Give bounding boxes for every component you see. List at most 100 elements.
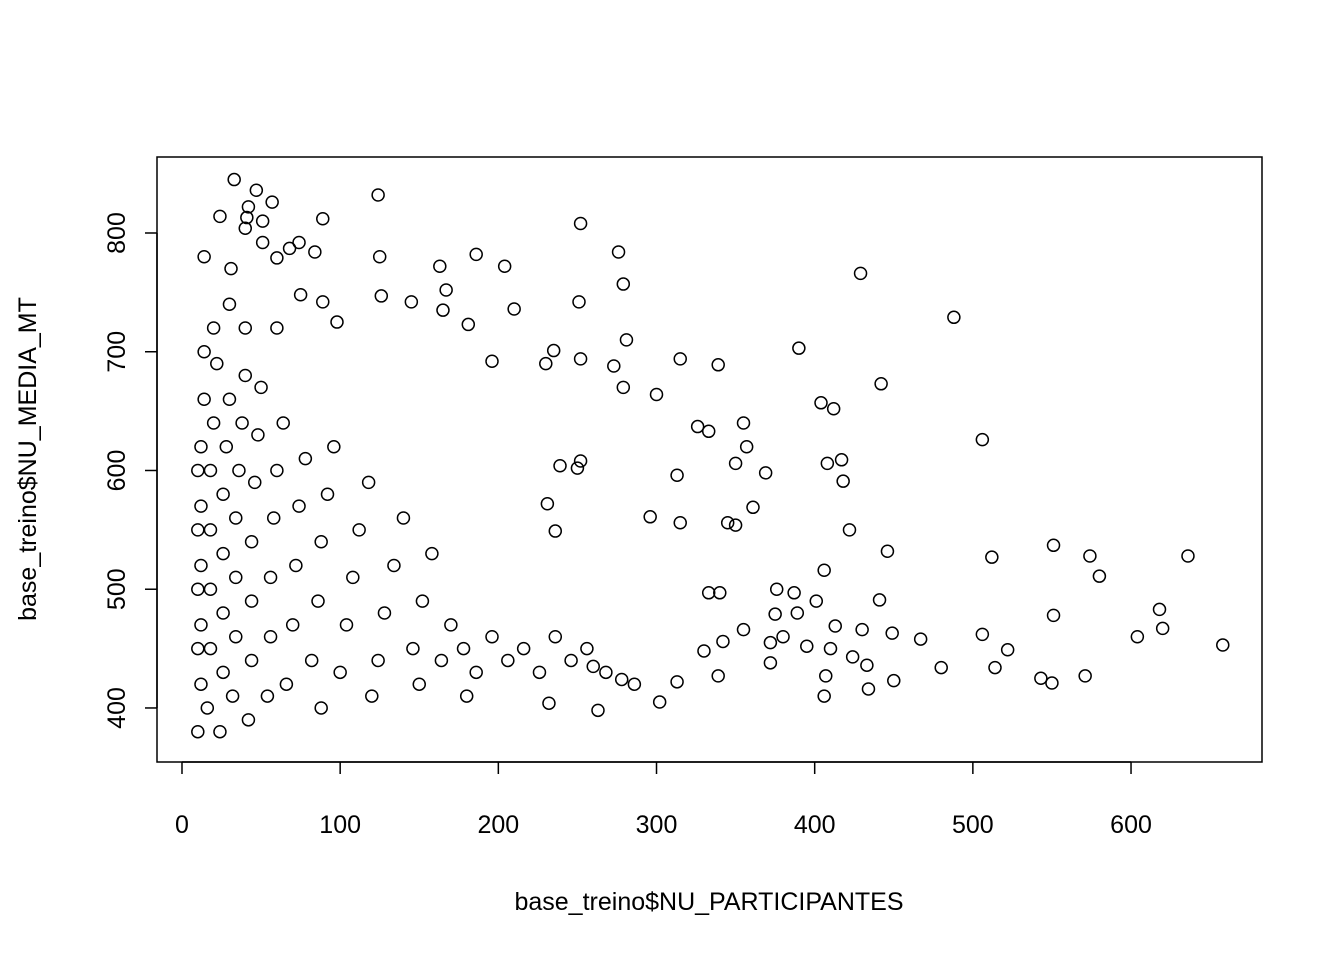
point bbox=[232, 463, 246, 478]
point bbox=[1046, 538, 1061, 553]
point bbox=[564, 653, 578, 668]
point bbox=[222, 297, 237, 311]
point bbox=[701, 424, 716, 439]
point bbox=[1216, 638, 1230, 652]
point bbox=[241, 713, 256, 727]
point bbox=[298, 451, 313, 466]
y-tick-label: 800 bbox=[103, 212, 131, 254]
point bbox=[308, 245, 322, 259]
point bbox=[244, 594, 259, 608]
point bbox=[532, 665, 547, 680]
point bbox=[485, 629, 499, 644]
point bbox=[194, 439, 208, 454]
point bbox=[197, 344, 211, 359]
point bbox=[224, 261, 238, 276]
point bbox=[235, 416, 249, 430]
point bbox=[244, 653, 259, 668]
point bbox=[216, 546, 230, 561]
point bbox=[203, 582, 218, 596]
point bbox=[542, 696, 556, 710]
point bbox=[238, 221, 253, 235]
point bbox=[314, 701, 328, 715]
point bbox=[216, 487, 230, 501]
point bbox=[374, 289, 389, 303]
point bbox=[736, 416, 751, 430]
point bbox=[591, 703, 605, 718]
point bbox=[711, 669, 725, 683]
point bbox=[251, 428, 265, 442]
point bbox=[553, 458, 567, 473]
point bbox=[191, 523, 205, 537]
point bbox=[282, 241, 297, 256]
point bbox=[404, 295, 419, 309]
point bbox=[736, 622, 751, 637]
point bbox=[314, 534, 328, 549]
point bbox=[1152, 602, 1167, 617]
point bbox=[1000, 643, 1015, 657]
point bbox=[206, 321, 221, 335]
point bbox=[387, 558, 401, 573]
point bbox=[346, 570, 360, 585]
x-tick-label: 0 bbox=[175, 811, 189, 839]
point bbox=[270, 251, 284, 265]
point bbox=[728, 456, 743, 471]
point bbox=[229, 570, 243, 585]
point bbox=[880, 544, 895, 558]
point bbox=[763, 635, 778, 650]
point bbox=[861, 682, 876, 696]
point bbox=[372, 249, 387, 264]
point bbox=[697, 644, 711, 658]
point bbox=[758, 466, 773, 480]
point bbox=[842, 523, 857, 537]
point bbox=[988, 660, 1002, 675]
point bbox=[768, 607, 782, 621]
point bbox=[573, 352, 588, 366]
point bbox=[570, 461, 585, 475]
point bbox=[206, 416, 221, 430]
point bbox=[792, 341, 806, 355]
point bbox=[573, 216, 588, 231]
point bbox=[539, 356, 553, 371]
point bbox=[746, 500, 760, 515]
point bbox=[293, 287, 308, 302]
point bbox=[222, 392, 237, 406]
point bbox=[425, 546, 439, 561]
point bbox=[289, 558, 303, 573]
point bbox=[1078, 669, 1092, 683]
point bbox=[260, 689, 275, 703]
point bbox=[191, 582, 205, 596]
point bbox=[461, 317, 476, 332]
point bbox=[548, 524, 563, 538]
point bbox=[255, 235, 270, 250]
point bbox=[333, 665, 347, 680]
point bbox=[203, 523, 218, 537]
point bbox=[238, 368, 253, 383]
point bbox=[860, 658, 874, 672]
point bbox=[828, 619, 842, 633]
point bbox=[790, 606, 805, 620]
point bbox=[433, 259, 447, 273]
point bbox=[586, 659, 600, 674]
point bbox=[817, 563, 831, 577]
point bbox=[327, 439, 341, 454]
point bbox=[1083, 549, 1097, 563]
point bbox=[947, 310, 961, 325]
point bbox=[934, 660, 948, 675]
point bbox=[203, 641, 218, 656]
point bbox=[716, 634, 730, 649]
point bbox=[485, 354, 499, 368]
point bbox=[194, 677, 208, 691]
y-tick-label: 400 bbox=[103, 687, 131, 729]
point bbox=[371, 188, 385, 202]
point bbox=[1130, 629, 1145, 644]
point bbox=[197, 392, 211, 406]
point bbox=[210, 356, 224, 371]
point bbox=[720, 515, 735, 530]
point bbox=[670, 675, 684, 689]
point bbox=[213, 724, 227, 739]
point bbox=[739, 439, 754, 454]
point bbox=[800, 639, 814, 653]
point bbox=[607, 359, 621, 373]
point bbox=[614, 672, 629, 687]
